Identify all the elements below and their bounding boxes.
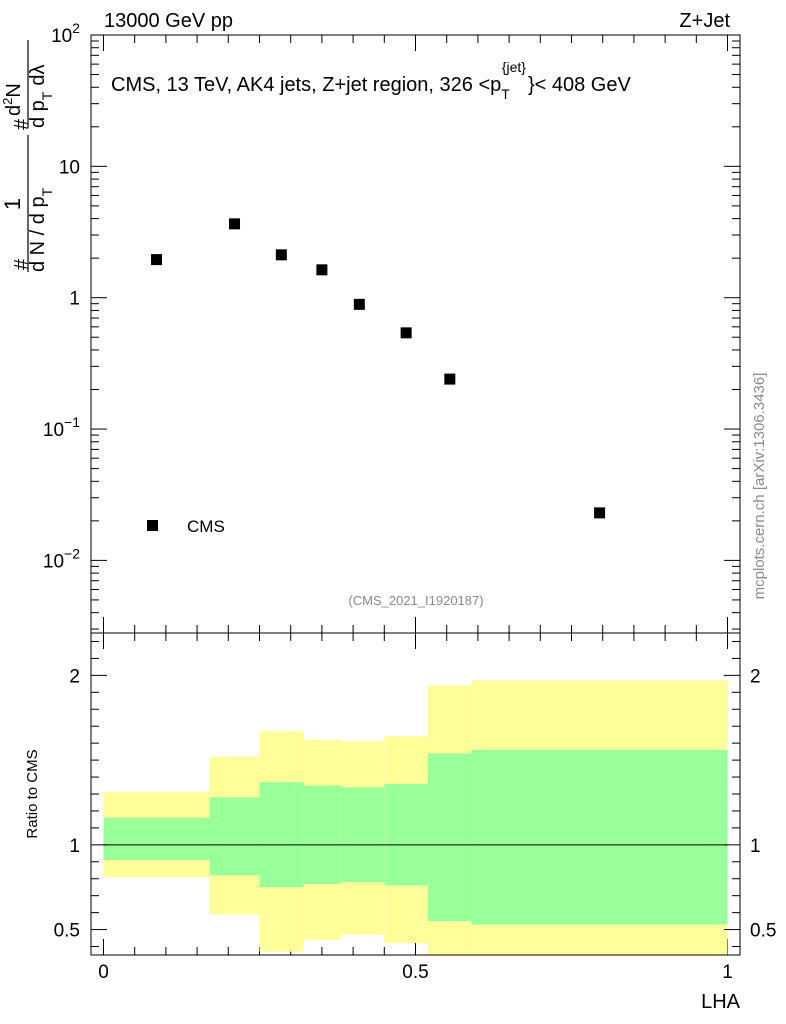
- ratio-y-tick-label-right: 2: [750, 666, 761, 687]
- stat-uncertainty-band: [340, 787, 385, 883]
- cms-data-point: [444, 373, 456, 385]
- main-data-points: [151, 218, 606, 519]
- stat-uncertainty-band: [259, 782, 304, 888]
- main-panel: 102 10 1 10−1 10−2 CMS, 13 TeV, AK4 jets, Z+…: [0, 20, 741, 955]
- main-y-tick-labels: 102 10 1 10−1 10−2: [43, 20, 80, 572]
- watermark: mcplots.cern.ch [arXiv:1306.3436]: [751, 373, 768, 600]
- cms-data-point: [316, 264, 328, 276]
- x-tick-label: 0: [98, 962, 109, 983]
- title-sup: {jet}: [502, 59, 526, 75]
- legend-marker: [147, 520, 158, 531]
- plot-title: CMS, 13 TeV, AK4 jets, Z+jet region, 326…: [111, 59, 631, 102]
- x-tick-label: 1: [722, 962, 733, 983]
- title-end: }< 408 GeV: [528, 74, 632, 96]
- ylabel-num1: 1: [0, 198, 25, 210]
- stat-uncertainty-band: [384, 783, 428, 886]
- ylabel-den1: d N / d pT: [27, 187, 55, 272]
- main-y-tick-label: 102: [51, 20, 80, 47]
- cms-data-point: [594, 507, 606, 519]
- cms-data-point: [151, 254, 163, 266]
- main-y-axis-label: # 1 d N / d pT # d2N d pTdλ: [0, 40, 55, 272]
- analysis-id-annotation: (CMS_2021_I1920187): [348, 593, 483, 608]
- ratio-tick-labels: 0.5 0.5 1 1 2 2 0 0.5 1: [54, 666, 777, 983]
- stat-uncertainty-band: [103, 817, 210, 861]
- main-frame: [90, 34, 741, 634]
- ratio-bands: [103, 680, 728, 955]
- ratio-panel: 0.5 0.5 1 1 2 2 0 0.5 1 Ratio to CMS LHA: [24, 632, 777, 1013]
- energy-label: 13000 GeV pp: [104, 10, 233, 32]
- main-y-tick-label: 10: [59, 157, 80, 178]
- ylabel-num2: d2N: [0, 83, 25, 116]
- cms-data-point: [353, 298, 365, 310]
- main-y-tick-label: 10−1: [43, 414, 80, 441]
- stat-uncertainty-band: [427, 753, 472, 922]
- ratio-y-tick-label: 0.5: [54, 921, 80, 942]
- stat-uncertainty-band: [209, 797, 260, 876]
- x-axis-label: LHA: [701, 991, 741, 1013]
- ratio-y-axis-label: Ratio to CMS: [24, 749, 41, 838]
- stat-uncertainty-band: [303, 785, 341, 884]
- cms-data-point: [275, 249, 287, 261]
- cms-data-point: [400, 327, 412, 339]
- ratio-y-tick-label-right: 0.5: [750, 921, 776, 942]
- main-y-tick-label: 1: [69, 289, 80, 310]
- stat-uncertainty-band: [471, 749, 728, 925]
- ylabel-den2: d pTdλ: [27, 65, 55, 129]
- legend-label: CMS: [187, 517, 225, 536]
- x-tick-label: 0.5: [402, 962, 428, 983]
- title-sub: T: [501, 86, 510, 102]
- ratio-y-tick-label: 2: [69, 666, 80, 687]
- main-y-tick-label: 10−2: [43, 545, 80, 572]
- cms-data-point: [229, 218, 241, 230]
- ratio-y-tick-label-right: 1: [750, 836, 761, 857]
- legend: CMS: [147, 517, 225, 536]
- ratio-y-tick-label: 1: [69, 836, 80, 857]
- process-label: Z+Jet: [679, 10, 730, 32]
- title-main: CMS, 13 TeV, AK4 jets, Z+jet region, 326…: [111, 74, 501, 96]
- ratio-axis-ticks: [91, 640, 740, 948]
